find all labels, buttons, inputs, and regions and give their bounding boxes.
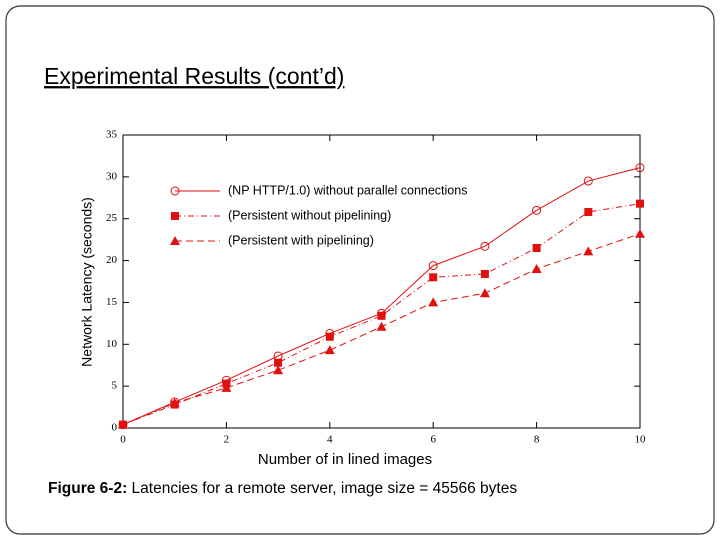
marker — [377, 311, 386, 320]
y-tick-label: 35 — [106, 129, 118, 141]
y-tick-label: 15 — [106, 296, 118, 308]
marker — [325, 332, 334, 341]
marker — [324, 345, 335, 355]
y-tick-label: 5 — [112, 380, 118, 392]
marker — [376, 321, 387, 331]
marker — [532, 205, 542, 215]
x-tick-label: 8 — [534, 434, 540, 446]
marker — [584, 208, 593, 217]
caption: Figure 6-2: Latencies for a remote serve… — [48, 480, 517, 497]
marker — [635, 163, 645, 173]
x-tick-label: 2 — [224, 434, 230, 446]
marker — [273, 365, 284, 375]
y-tick-label: 30 — [106, 170, 118, 182]
legend-label: (Persistent with pipelining) — [228, 233, 374, 247]
legend-label: (Persistent without pipelining) — [228, 208, 391, 222]
x-tick-label: 10 — [635, 434, 647, 446]
marker — [169, 397, 180, 407]
marker — [428, 297, 439, 307]
marker — [480, 241, 490, 251]
y-axis-label: Network Latency (seconds) — [79, 197, 95, 367]
marker — [532, 244, 541, 253]
marker — [635, 228, 645, 238]
series-line — [122, 203, 641, 426]
y-tick-label: 0 — [112, 422, 118, 434]
caption-label: Figure 6-2: — [48, 480, 127, 497]
x-tick-label: 0 — [120, 434, 126, 446]
marker — [118, 419, 128, 429]
y-tick-label: 20 — [106, 254, 118, 266]
y-tick-label: 10 — [106, 338, 118, 350]
marker — [583, 246, 594, 256]
marker — [636, 199, 644, 208]
marker — [221, 382, 232, 392]
marker — [428, 261, 438, 271]
marker — [170, 186, 180, 196]
y-tick-label: 25 — [106, 212, 118, 224]
marker — [479, 288, 490, 298]
marker — [531, 263, 542, 273]
marker — [170, 236, 180, 245]
x-axis-label: Number of in lined images — [258, 451, 432, 468]
plot-frame — [122, 134, 641, 429]
marker — [274, 358, 283, 367]
marker — [480, 269, 489, 278]
marker — [583, 176, 593, 186]
caption-text: Latencies for a remote server, image siz… — [132, 480, 518, 497]
marker — [171, 212, 179, 220]
x-tick-label: 4 — [327, 434, 333, 446]
marker — [429, 273, 438, 282]
x-tick-label: 6 — [430, 434, 436, 446]
slide-title: Experimental Results (cont’d) — [44, 63, 344, 89]
legend-label: (NP HTTP/1.0) without parallel connectio… — [228, 183, 467, 197]
